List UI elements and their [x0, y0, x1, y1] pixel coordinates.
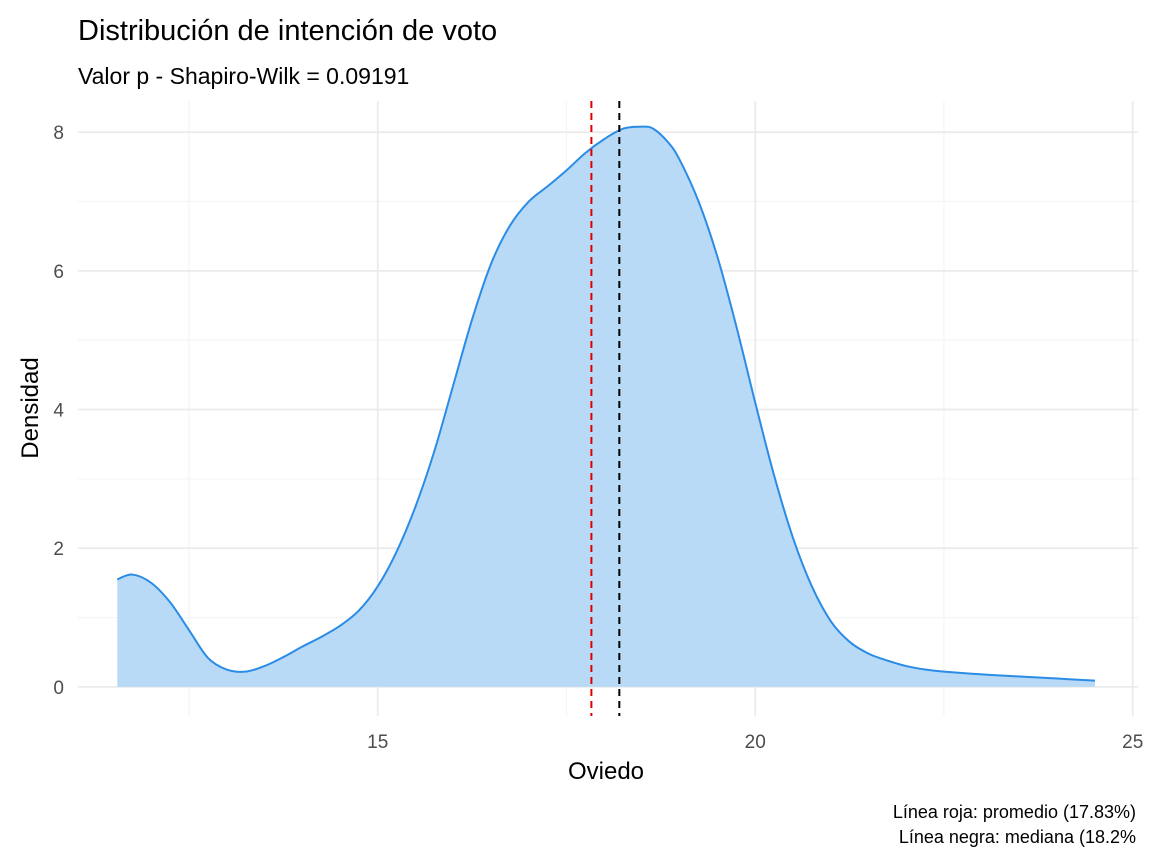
density-area [117, 126, 1095, 687]
y-axis-title: Densidad [17, 357, 44, 458]
caption-median: Línea negra: mediana (18.2% [899, 827, 1136, 847]
x-tick-label: 20 [745, 732, 766, 753]
x-tick-label: 15 [367, 732, 388, 753]
y-tick-label: 2 [53, 539, 64, 560]
density-line [116, 125, 1096, 682]
y-axis-ticks: 0 2 4 6 8 [53, 123, 64, 699]
y-tick-label: 8 [53, 123, 64, 144]
caption-mean: Línea roja: promedio (17.83%) [893, 802, 1136, 822]
x-axis-ticks: 15 20 25 [367, 732, 1143, 753]
y-tick-label: 0 [53, 678, 64, 699]
y-tick-label: 4 [53, 401, 64, 422]
x-tick-label: 25 [1122, 732, 1143, 753]
chart-title: Distribución de intención de voto [78, 15, 497, 47]
y-tick-label: 6 [53, 262, 64, 283]
chart-subtitle: Valor p - Shapiro-Wilk = 0.09191 [78, 63, 409, 89]
x-axis-title: Oviedo [568, 758, 644, 785]
